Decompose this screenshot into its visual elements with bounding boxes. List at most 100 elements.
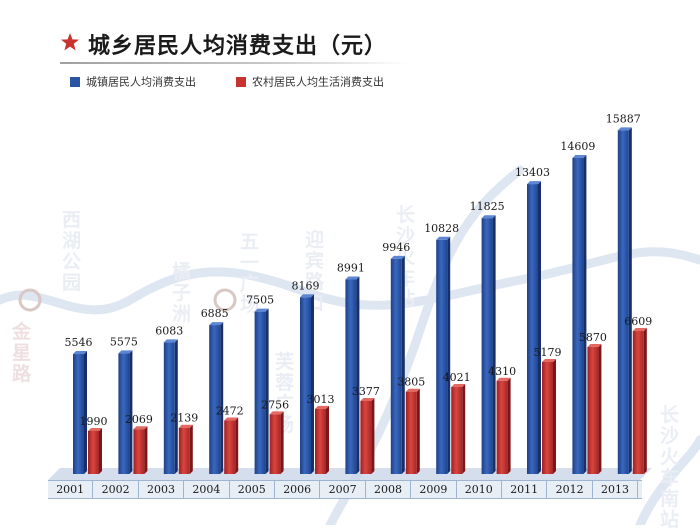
x-tick-label: 2011 xyxy=(502,481,548,498)
legend-label-urban: 城镇居民人均消费支出 xyxy=(86,75,196,89)
x-axis-years: 2001 2002 2003 2004 2005 2006 2007 2008 2009 2010… xyxy=(48,480,642,499)
x-tick-label: 2004 xyxy=(184,481,230,498)
bar-rural xyxy=(632,328,647,474)
data-label-rural: 2756 xyxy=(261,398,289,411)
star-icon xyxy=(61,33,79,51)
map-label: 西湖公园 xyxy=(62,209,82,294)
bar-face xyxy=(632,331,644,474)
bar-face xyxy=(496,380,508,474)
bar-side xyxy=(356,276,360,474)
bar-face xyxy=(88,430,99,474)
bar-face xyxy=(587,347,599,474)
bar-side xyxy=(280,411,284,474)
x-tick-label: 2001 xyxy=(48,481,94,498)
bar-side xyxy=(174,339,178,474)
bar-rural xyxy=(88,427,102,474)
bar-side xyxy=(311,294,314,474)
bar-top xyxy=(481,215,496,219)
x-tick-label: 2002 xyxy=(93,481,139,498)
bar-top xyxy=(390,255,405,259)
x-tick-label: 2013 xyxy=(593,481,639,498)
bar-rural xyxy=(360,397,375,474)
bar-face xyxy=(133,429,145,474)
data-label-rural: 5179 xyxy=(534,346,562,359)
bar-urban xyxy=(163,339,178,474)
bar-face xyxy=(451,387,463,474)
data-label-urban: 11825 xyxy=(470,200,505,213)
bar-rural xyxy=(451,384,466,474)
map-label: 五一广场 xyxy=(240,231,260,316)
legend-swatch-rural xyxy=(236,76,246,87)
bar-face xyxy=(254,311,266,474)
bar-top xyxy=(224,417,239,421)
bar-rural xyxy=(587,344,602,474)
bar-face xyxy=(163,342,175,474)
legend-item-urban: 城镇居民人均消费支出 xyxy=(70,71,196,90)
bar-side xyxy=(189,424,193,474)
bar-top xyxy=(300,294,314,298)
data-label-rural: 2139 xyxy=(170,412,198,425)
bar-top xyxy=(209,322,224,326)
data-label-urban: 5546 xyxy=(65,336,93,349)
bar-top xyxy=(542,358,556,362)
data-label-urban: 10828 xyxy=(424,222,459,235)
bar-face xyxy=(542,361,553,474)
bar-side xyxy=(326,405,329,474)
data-label-rural: 6609 xyxy=(624,315,652,328)
data-label-rural: 3377 xyxy=(352,385,380,398)
data-label-urban: 13403 xyxy=(515,166,550,179)
bar-rural xyxy=(224,417,239,474)
bar-face xyxy=(572,158,584,474)
bar-top xyxy=(436,236,451,240)
data-label-urban: 8991 xyxy=(337,262,365,275)
bar-rural xyxy=(496,377,511,474)
bar-face xyxy=(436,239,448,474)
bar-top xyxy=(632,328,647,332)
bar-side xyxy=(598,344,602,474)
bar-top xyxy=(587,344,602,348)
bar-top xyxy=(617,127,632,131)
bar-top xyxy=(360,397,375,401)
data-label-urban: 9946 xyxy=(382,241,410,254)
bar-side xyxy=(507,377,511,474)
bar-top xyxy=(527,181,541,185)
bar-rural xyxy=(133,426,148,474)
bar-side xyxy=(416,388,420,474)
bar-top xyxy=(163,339,178,343)
data-label-rural: 4310 xyxy=(488,365,516,378)
bar-top xyxy=(178,424,193,428)
data-label-urban: 15887 xyxy=(606,112,641,125)
legend-swatch-urban xyxy=(70,76,80,87)
bar-urban xyxy=(436,236,451,474)
bar-urban xyxy=(118,350,133,474)
data-label-rural: 1990 xyxy=(80,415,108,428)
bar-face xyxy=(617,130,629,474)
data-label-rural: 3805 xyxy=(397,376,425,389)
bar-rural xyxy=(269,411,284,474)
bar-urban xyxy=(209,322,224,474)
chart-title: 城乡居民人均消费支出（元） xyxy=(88,34,388,59)
bar-top xyxy=(133,426,148,430)
bar-face xyxy=(178,427,190,474)
bar-side xyxy=(583,155,587,474)
bar-side xyxy=(447,236,451,474)
bar-top xyxy=(88,427,102,431)
bar-urban xyxy=(617,127,632,474)
bar-side xyxy=(235,417,239,474)
bar-top xyxy=(315,405,329,409)
data-label-rural: 2069 xyxy=(125,413,153,426)
x-tick-label: 2003 xyxy=(139,481,185,498)
data-label-urban: 8169 xyxy=(292,279,320,292)
bar-rural xyxy=(315,405,329,474)
bar-side xyxy=(129,350,133,474)
bar-urban xyxy=(481,215,496,474)
bar-side xyxy=(462,384,466,474)
bar-face xyxy=(118,353,130,474)
bar-urban xyxy=(572,155,587,474)
bar-side xyxy=(99,427,102,474)
x-tick-label: 2009 xyxy=(411,481,457,498)
data-label-urban: 14609 xyxy=(560,140,595,153)
bar-side xyxy=(492,215,496,474)
legend-item-rural: 农村居民人均生活消费支出 xyxy=(236,71,384,90)
x-tick-label: 2008 xyxy=(366,481,412,498)
